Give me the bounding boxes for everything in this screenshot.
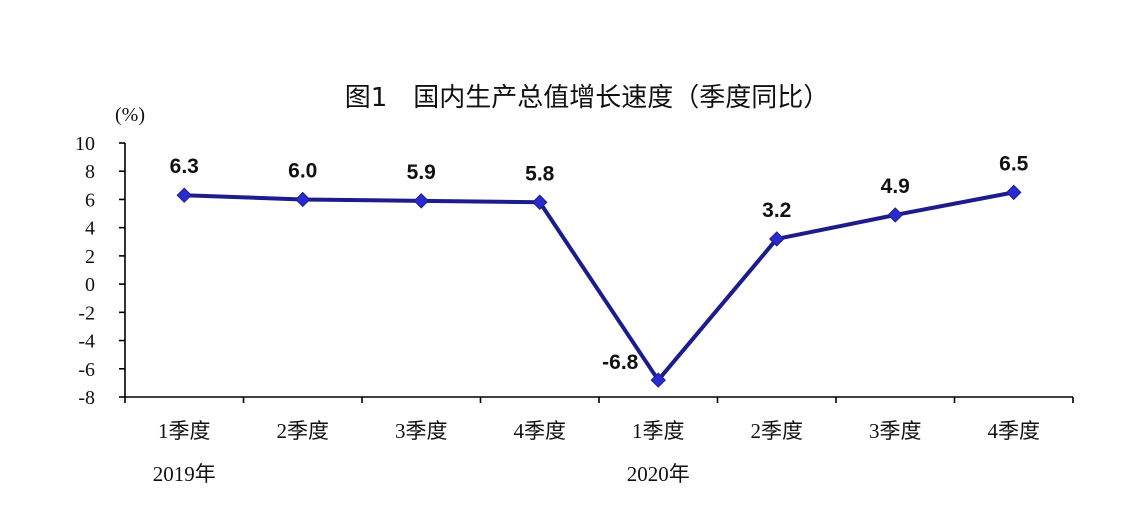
- x-tick-label: 2季度: [751, 419, 804, 443]
- x-tick-label: 4季度: [988, 419, 1041, 443]
- data-point: [650, 372, 666, 388]
- y-axis-ticks: 10 8 6 4 2 0 -2 -4 -6 -8: [75, 133, 125, 409]
- x-tick-label: 3季度: [869, 419, 922, 443]
- y-tick-label: -8: [78, 387, 95, 409]
- data-point: [1006, 184, 1022, 201]
- data-point: [532, 194, 548, 210]
- y-tick-label: 8: [85, 161, 95, 183]
- x-group-label: 2020年: [627, 462, 690, 486]
- data-point: [176, 187, 192, 203]
- x-tick-label: 2季度: [277, 419, 330, 443]
- data-label: 6.3: [170, 155, 199, 178]
- data-point: [413, 193, 429, 209]
- y-tick-label: -2: [78, 302, 95, 324]
- series-layer: [176, 184, 1022, 388]
- data-labels: 6.3 6.0 5.9 5.8 -6.8 3.2 4.9 6.5: [170, 152, 1029, 374]
- x-tick-label: 4季度: [514, 419, 567, 443]
- series-line: [184, 190, 1015, 383]
- x-group-label: 2019年: [153, 462, 216, 486]
- y-tick-label: -4: [78, 331, 95, 353]
- y-tick-label: 0: [85, 274, 95, 296]
- data-point: [295, 191, 311, 208]
- chart-title: 图1 国内生产总值增长速度（季度同比）: [345, 83, 830, 113]
- x-tick-label: 3季度: [395, 419, 448, 443]
- x-tick-label: 1季度: [158, 419, 211, 443]
- data-label: 6.5: [999, 152, 1029, 175]
- data-point: [769, 231, 785, 247]
- x-axis-ticks: 1季度 2季度 3季度 4季度 1季度 2季度 3季度 4季度 2019年 2020年: [124, 397, 1074, 486]
- y-tick-label: 10: [75, 133, 95, 155]
- y-tick-label: 6: [85, 189, 95, 211]
- y-tick-label: -6: [78, 359, 95, 381]
- data-label: 5.9: [407, 161, 436, 184]
- data-label: 4.9: [881, 175, 910, 198]
- data-label: -6.8: [602, 351, 639, 374]
- axes: [124, 143, 1073, 398]
- data-label: 5.8: [525, 162, 555, 185]
- data-label: 6.0: [288, 159, 317, 182]
- data-point: [887, 207, 903, 223]
- y-axis-unit: (%): [115, 104, 145, 126]
- data-label: 3.2: [762, 199, 791, 222]
- y-tick-label: 2: [85, 246, 95, 268]
- x-tick-label: 1季度: [632, 419, 685, 443]
- y-tick-label: 4: [85, 218, 95, 240]
